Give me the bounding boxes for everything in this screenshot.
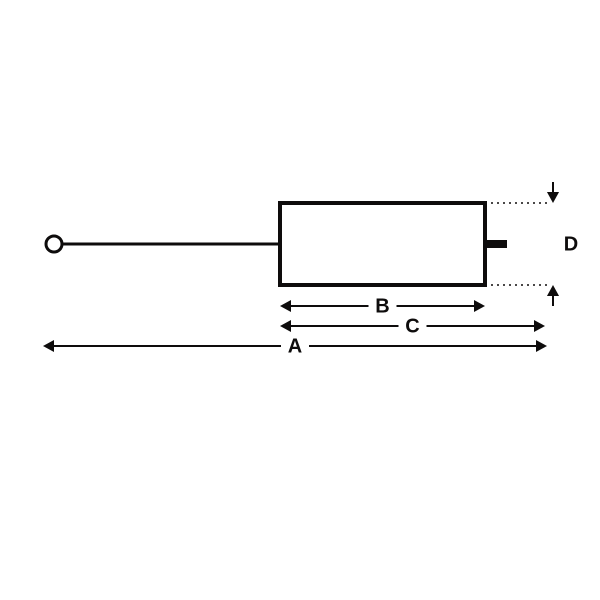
dim-label-A: A <box>288 335 302 357</box>
dim-label-B: B <box>375 295 389 317</box>
dim-label-D: D <box>564 233 578 255</box>
brush-dimension-diagram: BC A D <box>0 0 600 600</box>
dim-label-C: C <box>405 315 419 337</box>
brush-tip <box>485 240 507 248</box>
